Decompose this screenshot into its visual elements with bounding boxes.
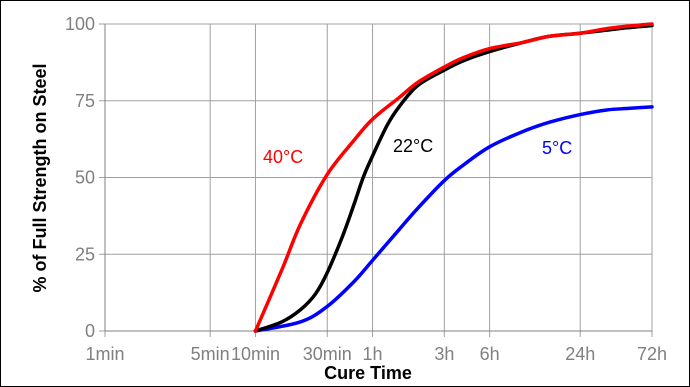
series-label: 5°C (542, 138, 572, 158)
series-label: 22°C (393, 136, 433, 156)
y-axis-title: % of Full Strength on Steel (30, 64, 50, 293)
x-tick-label: 72h (637, 344, 667, 364)
x-tick-label: 5min (191, 344, 230, 364)
series-labels: 40°C 22°C 5°C (263, 136, 572, 167)
series-line (253, 23, 654, 333)
x-tick-label: 30min (303, 344, 352, 364)
x-tick-label: 6h (480, 344, 500, 364)
y-tick-labels: 0 25 50 75 100 (65, 14, 95, 341)
y-tick-label: 0 (85, 321, 95, 341)
y-tick-label: 100 (65, 14, 95, 34)
grid (99, 23, 653, 337)
series-line (253, 22, 654, 333)
x-tick-label: 24h (565, 344, 595, 364)
series-label: 40°C (263, 147, 303, 167)
x-tick-label: 1h (363, 344, 383, 364)
x-tick-label: 10min (231, 344, 280, 364)
x-tick-label: 3h (434, 344, 454, 364)
y-tick-label: 75 (75, 91, 95, 111)
y-tick-label: 50 (75, 168, 95, 188)
series-lines (253, 22, 654, 333)
axis-lines (104, 24, 652, 332)
x-tick-label: 1min (85, 344, 124, 364)
y-tick-label: 25 (75, 244, 95, 264)
x-axis-title: Cure Time (324, 363, 412, 383)
x-tick-labels: 1min 5min 10min 30min 1h 3h 6h 24h 72h (85, 344, 667, 364)
series-line (253, 105, 654, 333)
